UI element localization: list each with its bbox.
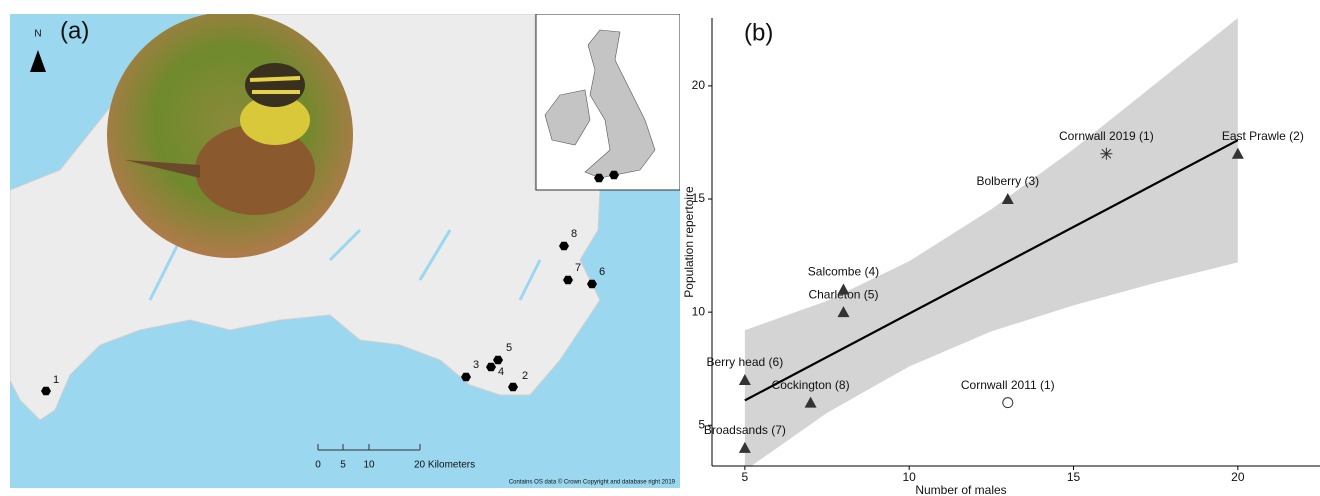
site-label: 8 (571, 228, 577, 240)
point (1231, 147, 1244, 159)
site-label: 5 (506, 342, 512, 354)
point-label: Broadsands (7) (704, 423, 786, 437)
scale-label: 10 (363, 460, 375, 471)
point-label: Bolberry (3) (976, 174, 1039, 188)
point (738, 441, 751, 453)
scale-label: 20 Kilometers (414, 460, 475, 471)
map-panel: N (a) 0 5 10 20 Kilometers Contains OS data… (10, 14, 680, 488)
site-label: 4 (498, 366, 504, 378)
point-label: Salcombe (4) (808, 265, 879, 279)
site-marker (461, 372, 471, 382)
x-axis-title: Number of males (915, 483, 1006, 496)
y-tick-label: 5 (698, 417, 705, 431)
chart-panel: 5 10 15 20 5 10 15 20 Number of males Population … (682, 18, 1320, 496)
inset-ireland (544, 89, 591, 146)
site-label: 6 (599, 266, 605, 278)
point-label: East Prawle (2) (1222, 129, 1304, 143)
y-tick-label: 20 (692, 78, 706, 92)
site-marker (587, 279, 597, 289)
point-label: Berry head (6) (707, 355, 784, 369)
site-label: 1 (53, 374, 59, 386)
x-tick-label: 15 (1067, 470, 1081, 484)
site-marker (486, 362, 496, 372)
point (804, 396, 817, 408)
site-marker (508, 382, 518, 392)
point (738, 374, 751, 386)
point (1001, 193, 1014, 205)
bird-body (195, 125, 315, 215)
inset-site (609, 170, 619, 180)
y-tick-label: 15 (692, 191, 706, 205)
site-marker (41, 386, 51, 396)
point (837, 306, 850, 318)
panel-label: (a) (60, 17, 89, 44)
point-label: Cockington (8) (772, 378, 850, 392)
site-marker (563, 275, 573, 285)
river (148, 228, 542, 301)
bird-throat (240, 95, 310, 145)
point (837, 283, 850, 295)
panel-label: (b) (744, 19, 773, 46)
north-label: N (34, 29, 41, 40)
scale-bar (317, 444, 421, 451)
x-tick-label: 10 (903, 470, 917, 484)
point (1002, 397, 1014, 409)
fit-line (744, 139, 1239, 402)
bird-tail (125, 160, 200, 178)
inset-site (594, 173, 604, 183)
point-label: Cornwall 2011 (1) (961, 378, 1055, 392)
scale-label: 5 (340, 460, 346, 471)
credit: Contains OS data © Crown Copyright and d… (509, 479, 676, 486)
scale-label: 0 (315, 460, 321, 471)
x-tick-label: 5 (742, 470, 749, 484)
point (1100, 147, 1113, 160)
site-label: 3 (473, 359, 479, 371)
site-label: 2 (522, 370, 528, 382)
y-tick-label: 10 (692, 304, 706, 318)
site-marker (493, 355, 503, 365)
site-label: 7 (575, 262, 581, 274)
north-arrow (30, 50, 46, 72)
bird-head (245, 63, 305, 107)
bird-stripes (249, 76, 301, 94)
confidence-band (744, 18, 1238, 466)
y-axis-title: Population repertoire (682, 186, 696, 298)
site-marker (559, 241, 569, 251)
x-tick-label: 20 (1231, 470, 1245, 484)
plot-area (744, 18, 1239, 466)
point-label: Cornwall 2019 (1) (1059, 129, 1154, 143)
